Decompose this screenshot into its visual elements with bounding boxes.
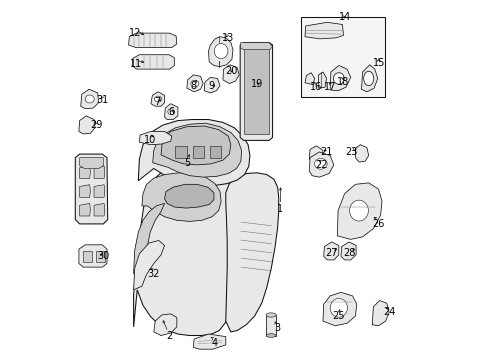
Text: 18: 18 <box>337 77 349 87</box>
Ellipse shape <box>265 334 276 337</box>
Ellipse shape <box>190 80 199 87</box>
Bar <box>265 315 276 336</box>
Polygon shape <box>340 242 355 260</box>
Polygon shape <box>151 92 164 106</box>
Text: 16: 16 <box>309 82 321 92</box>
Polygon shape <box>309 152 333 177</box>
Text: 19: 19 <box>250 78 263 89</box>
Polygon shape <box>139 131 171 145</box>
Polygon shape <box>240 42 272 140</box>
Ellipse shape <box>333 73 344 84</box>
Ellipse shape <box>265 313 276 317</box>
Text: 25: 25 <box>332 311 345 321</box>
Polygon shape <box>128 33 177 48</box>
Polygon shape <box>80 158 103 168</box>
Polygon shape <box>223 65 239 84</box>
Polygon shape <box>161 126 230 165</box>
Polygon shape <box>80 166 90 179</box>
Text: 26: 26 <box>371 219 384 229</box>
Text: 12: 12 <box>129 28 141 38</box>
Polygon shape <box>361 65 377 92</box>
Polygon shape <box>371 301 388 326</box>
Bar <box>301 17 384 97</box>
Ellipse shape <box>349 200 367 221</box>
Polygon shape <box>240 42 272 50</box>
Text: 17: 17 <box>324 82 336 92</box>
Polygon shape <box>81 89 99 109</box>
Text: 30: 30 <box>97 251 109 261</box>
Polygon shape <box>322 292 356 326</box>
Text: 4: 4 <box>211 338 218 348</box>
Ellipse shape <box>85 95 94 103</box>
Polygon shape <box>79 116 95 134</box>
Polygon shape <box>164 184 213 208</box>
Ellipse shape <box>329 298 347 317</box>
Text: 27: 27 <box>325 248 337 258</box>
Text: 29: 29 <box>90 120 102 130</box>
Polygon shape <box>138 120 249 185</box>
Polygon shape <box>133 203 164 285</box>
Polygon shape <box>94 185 104 197</box>
Polygon shape <box>75 154 107 224</box>
Text: 8: 8 <box>190 81 196 91</box>
Ellipse shape <box>167 109 174 114</box>
Polygon shape <box>305 22 343 39</box>
Text: 1: 1 <box>276 204 282 214</box>
Text: 10: 10 <box>144 135 156 145</box>
Text: 24: 24 <box>382 307 395 318</box>
Polygon shape <box>318 72 326 88</box>
Text: 13: 13 <box>222 33 234 43</box>
Polygon shape <box>164 104 178 120</box>
Bar <box>192 146 204 158</box>
Polygon shape <box>142 173 221 221</box>
Polygon shape <box>133 166 238 336</box>
Polygon shape <box>208 37 232 67</box>
Text: 31: 31 <box>96 95 108 105</box>
Text: 20: 20 <box>225 66 238 76</box>
Bar <box>175 146 186 158</box>
Polygon shape <box>79 245 107 267</box>
Bar <box>82 251 91 262</box>
Polygon shape <box>94 166 104 179</box>
Text: 14: 14 <box>338 12 350 22</box>
Text: 11: 11 <box>129 59 142 69</box>
Ellipse shape <box>363 71 373 86</box>
Text: 2: 2 <box>165 330 172 341</box>
Polygon shape <box>244 47 268 134</box>
Text: 28: 28 <box>343 248 355 258</box>
Polygon shape <box>355 145 368 162</box>
Polygon shape <box>329 66 350 91</box>
Text: 21: 21 <box>320 147 332 157</box>
Bar <box>96 251 105 262</box>
Text: 32: 32 <box>147 269 160 279</box>
Text: 22: 22 <box>315 160 327 170</box>
Polygon shape <box>193 334 225 349</box>
Polygon shape <box>204 77 220 93</box>
Bar <box>209 146 221 158</box>
Text: 15: 15 <box>372 58 385 68</box>
Ellipse shape <box>214 44 227 59</box>
Polygon shape <box>337 183 381 239</box>
Polygon shape <box>152 123 241 177</box>
Polygon shape <box>94 203 104 216</box>
Polygon shape <box>133 240 164 290</box>
Polygon shape <box>186 75 203 92</box>
Ellipse shape <box>154 96 162 102</box>
Polygon shape <box>80 203 90 216</box>
Text: 6: 6 <box>168 107 175 117</box>
Text: 9: 9 <box>208 81 214 91</box>
Polygon shape <box>305 73 314 85</box>
Text: 5: 5 <box>183 158 190 168</box>
Polygon shape <box>80 185 90 197</box>
Text: 7: 7 <box>154 96 160 107</box>
Polygon shape <box>132 55 174 69</box>
Polygon shape <box>309 146 322 163</box>
Text: 23: 23 <box>345 147 357 157</box>
Ellipse shape <box>314 158 326 169</box>
Polygon shape <box>323 242 338 260</box>
Polygon shape <box>153 314 177 336</box>
Text: 3: 3 <box>273 323 280 333</box>
Polygon shape <box>225 173 278 332</box>
